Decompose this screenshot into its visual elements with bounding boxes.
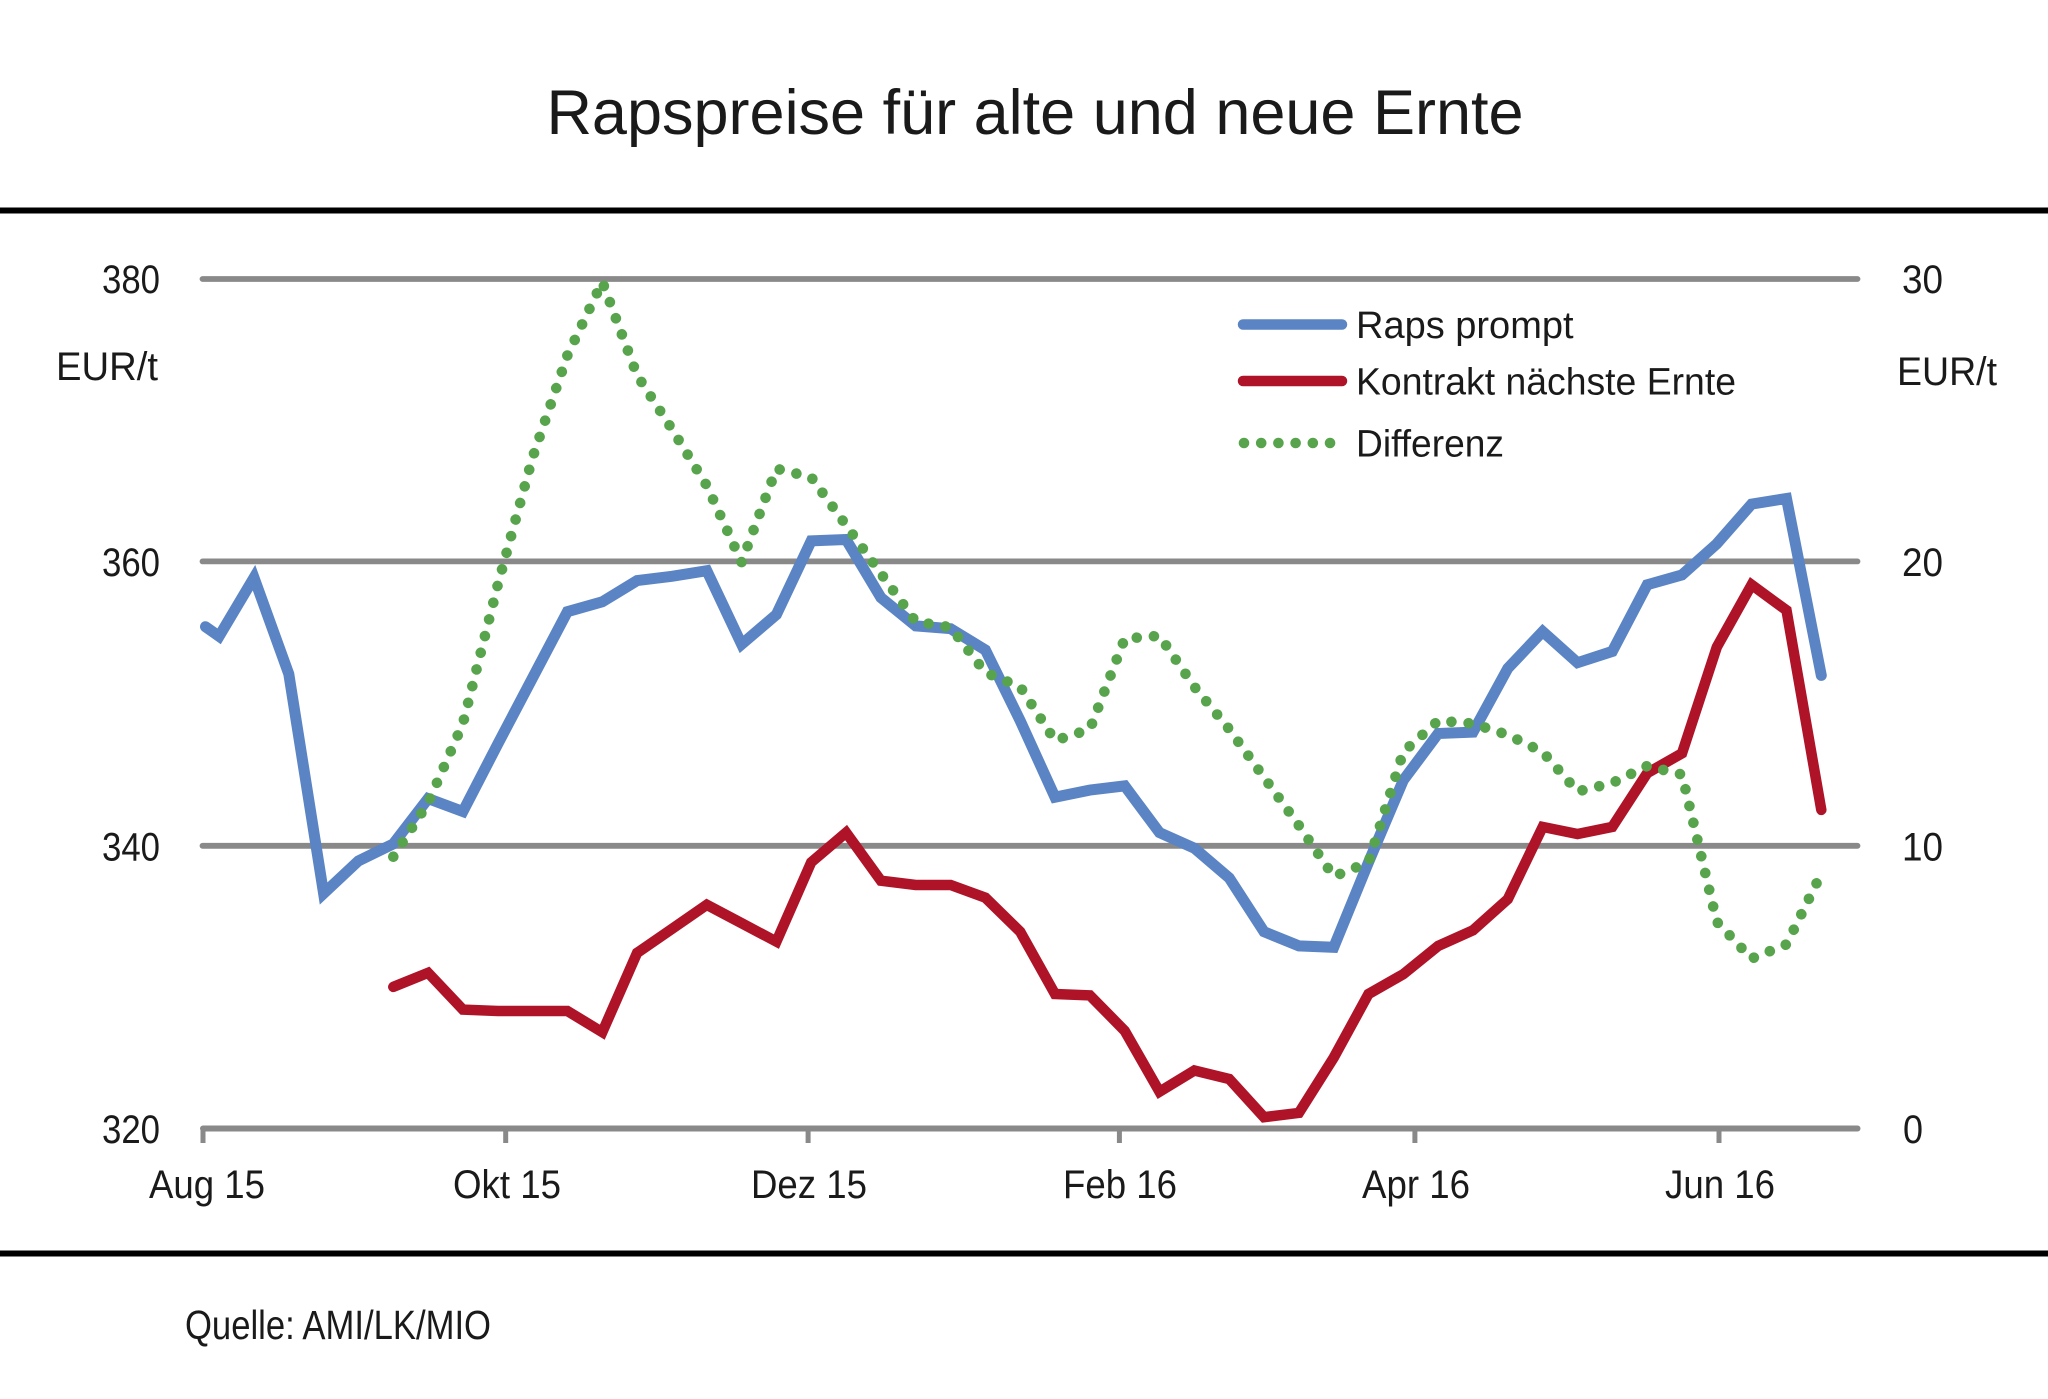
svg-text:Rapspreise für alte und neue E: Rapspreise für alte und neue Ernte	[546, 78, 1523, 148]
svg-text:Raps prompt: Raps prompt	[1356, 305, 1574, 347]
svg-text:0: 0	[1903, 1108, 1923, 1152]
svg-text:Kontrakt nächste Ernte: Kontrakt nächste Ernte	[1356, 362, 1736, 404]
svg-text:Quelle: AMI/LK/MIO: Quelle: AMI/LK/MIO	[185, 1302, 491, 1348]
svg-text:Jun 16: Jun 16	[1665, 1163, 1775, 1207]
svg-text:340: 340	[102, 826, 160, 870]
svg-text:Differenz: Differenz	[1356, 424, 1504, 466]
svg-text:30: 30	[1902, 258, 1943, 302]
svg-text:20: 20	[1902, 541, 1943, 585]
svg-text:Dez 15: Dez 15	[751, 1163, 867, 1207]
svg-text:EUR/t: EUR/t	[56, 345, 158, 389]
svg-text:380: 380	[102, 258, 160, 302]
svg-text:320: 320	[102, 1108, 160, 1152]
svg-text:Feb 16: Feb 16	[1063, 1163, 1177, 1207]
svg-text:360: 360	[102, 541, 160, 585]
svg-text:EUR/t: EUR/t	[1897, 350, 1997, 394]
svg-text:Apr 16: Apr 16	[1362, 1163, 1470, 1207]
svg-text:Aug 15: Aug 15	[149, 1163, 265, 1207]
svg-text:10: 10	[1902, 826, 1943, 870]
svg-text:Okt 15: Okt 15	[453, 1163, 561, 1207]
